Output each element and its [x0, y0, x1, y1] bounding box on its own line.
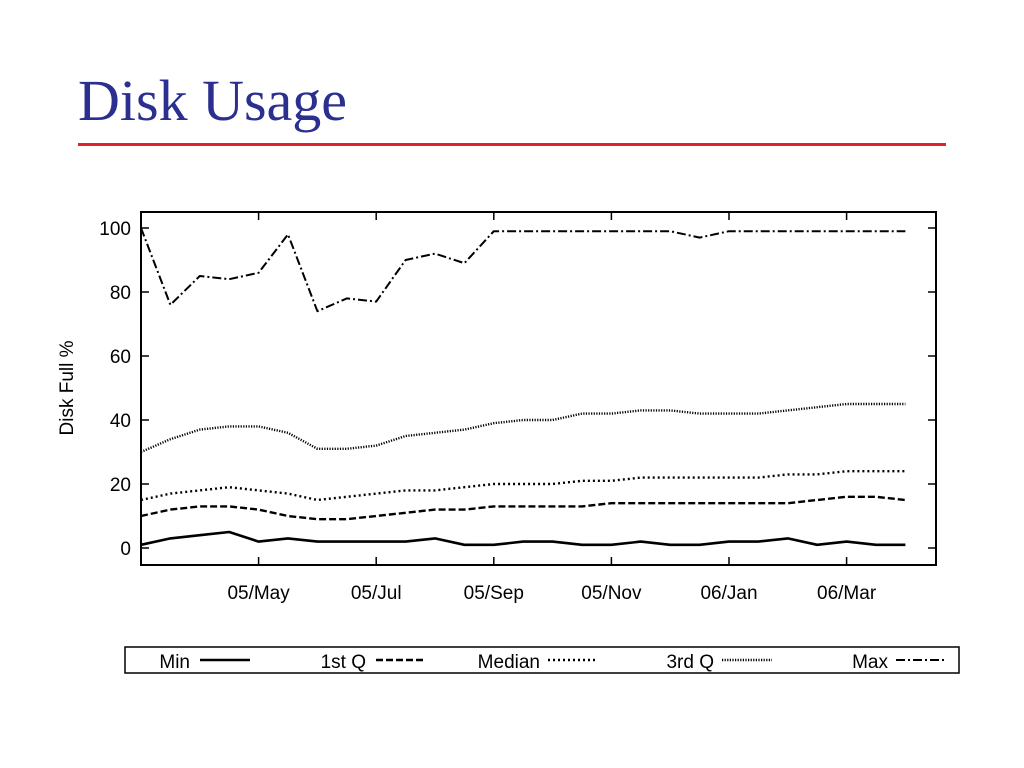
x-tick-label: 06/Jan — [700, 583, 757, 604]
series-line-min — [140, 530, 906, 547]
y-axis: 0 20 40 60 80 100 — [99, 219, 936, 560]
x-axis: 05/May 05/Jul 05/Sep 05/Nov 06/Jan 06/Mar — [227, 212, 877, 604]
series-line-1st-q — [140, 495, 906, 521]
legend-label: Max — [852, 652, 888, 673]
legend-label: Median — [478, 652, 540, 673]
x-tick-label: 05/Jul — [351, 583, 402, 604]
y-tick-label-60: 60 — [110, 347, 131, 368]
legend-label: 3rd Q — [666, 652, 714, 673]
legend-label: Min — [159, 652, 190, 673]
y-axis-label: Disk Full % — [57, 340, 78, 435]
y-tick-label-40: 40 — [110, 411, 131, 432]
x-tick-label: 06/Mar — [817, 583, 877, 604]
x-tick-label: 05/May — [227, 583, 290, 604]
y-tick-label-100: 100 — [99, 219, 131, 240]
x-tick-label: 05/Nov — [581, 583, 642, 604]
legend-label: 1st Q — [321, 652, 366, 673]
x-tick-label: 05/Sep — [464, 583, 524, 604]
series-line-max — [140, 227, 906, 313]
plot-frame — [140, 211, 937, 566]
series-line-3rd-q — [140, 402, 906, 454]
slide-title: Disk Usage — [78, 68, 348, 133]
y-tick-label-0: 0 — [120, 539, 131, 560]
legend-box — [124, 646, 960, 674]
title-underline — [78, 143, 946, 146]
series-line-median — [140, 470, 906, 502]
y-tick-label-20: 20 — [110, 475, 131, 496]
series-lines — [140, 227, 906, 547]
legend: Min 1st Q Median 3rd Q Max — [159, 652, 946, 673]
y-tick-label-80: 80 — [110, 283, 131, 304]
